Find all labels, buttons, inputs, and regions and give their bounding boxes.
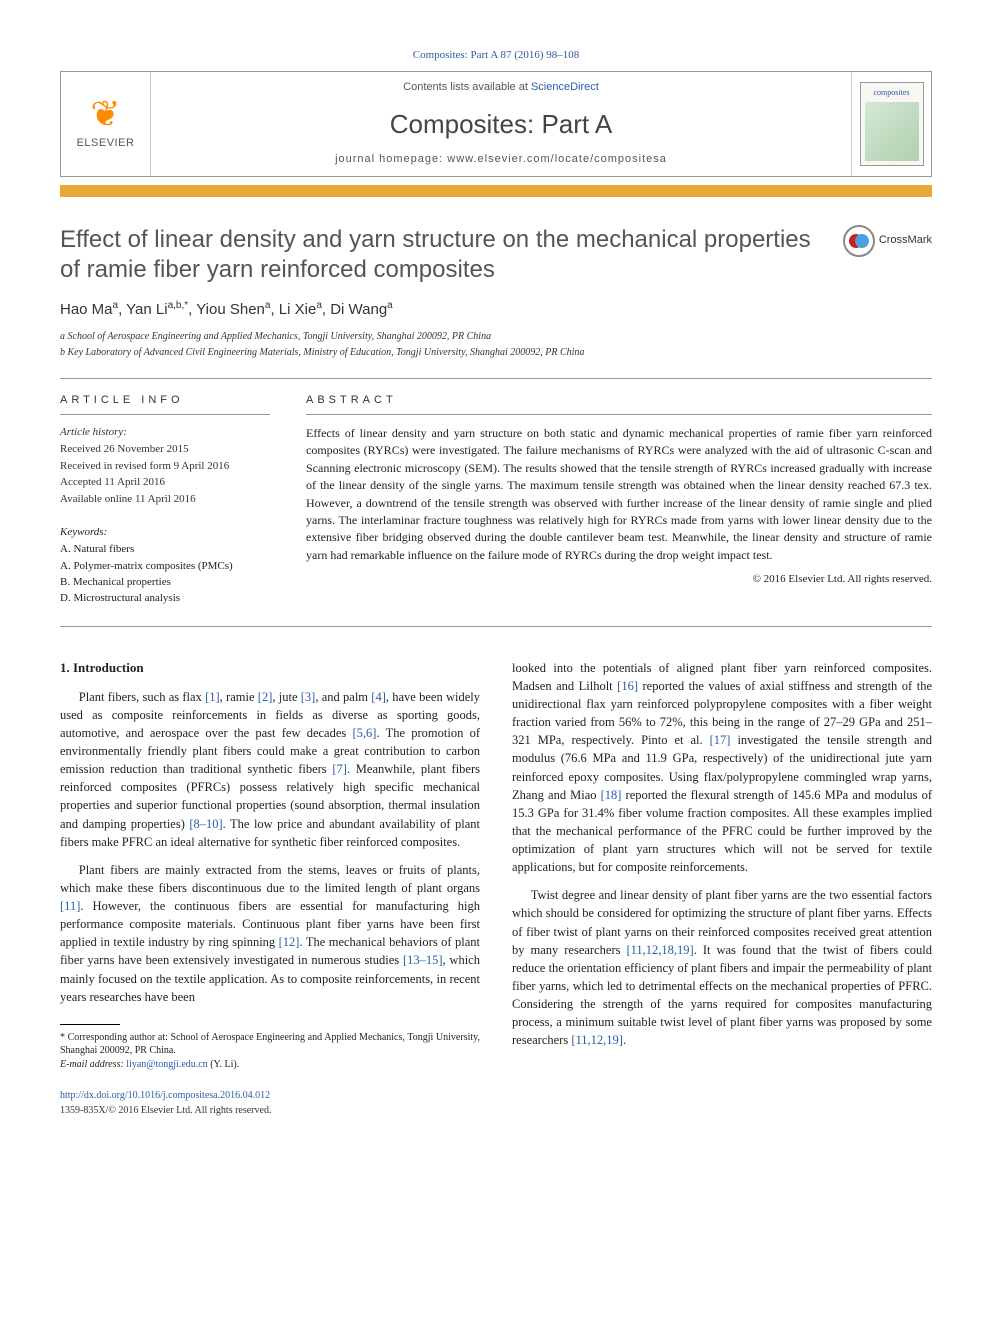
affiliations: a School of Aerospace Engineering and Ap… — [60, 330, 932, 360]
gold-divider — [60, 185, 932, 197]
ref-4[interactable]: [4] — [371, 690, 386, 704]
homepage-url[interactable]: www.elsevier.com/locate/compositesa — [447, 153, 667, 165]
ref-12[interactable]: [12] — [279, 935, 300, 949]
ref-7[interactable]: [7] — [332, 762, 347, 776]
rule — [60, 626, 932, 627]
article-history: Article history: Received 26 November 20… — [60, 425, 270, 507]
intro-p2: Plant fibers are mainly extracted from t… — [60, 861, 480, 1006]
corresponding-author-note: * Corresponding author at: School of Aer… — [60, 1031, 480, 1058]
ref-13-15[interactable]: [13–15] — [403, 953, 443, 967]
email-link[interactable]: liyan@tongji.edu.cn — [126, 1059, 207, 1070]
body-column-right: looked into the potentials of aligned pl… — [512, 659, 932, 1118]
intro-p4: Twist degree and linear density of plant… — [512, 886, 932, 1049]
ref-1[interactable]: [1] — [205, 690, 220, 704]
intro-p3: looked into the potentials of aligned pl… — [512, 659, 932, 877]
ref-5-6[interactable]: [5,6] — [353, 726, 377, 740]
ref-16[interactable]: [16] — [617, 679, 638, 693]
ref-3[interactable]: [3] — [301, 690, 316, 704]
email-note: E-mail address: liyan@tongji.edu.cn (Y. … — [60, 1058, 480, 1072]
intro-p1: Plant fibers, such as flax [1], ramie [2… — [60, 688, 480, 851]
elsevier-tree-icon: ❦ — [90, 96, 120, 132]
publisher-logo: ❦ ELSEVIER — [61, 72, 151, 175]
body-column-left: 1. Introduction Plant fibers, such as fl… — [60, 659, 480, 1118]
doi-link[interactable]: http://dx.doi.org/10.1016/j.compositesa.… — [60, 1090, 270, 1101]
journal-cover: composites — [851, 72, 931, 175]
crossmark-badge[interactable]: CrossMark — [843, 225, 932, 257]
ref-17[interactable]: [17] — [710, 733, 731, 747]
publisher-name: ELSEVIER — [77, 136, 135, 151]
contents-available: Contents lists available at ScienceDirec… — [151, 80, 851, 95]
journal-name: Composites: Part A — [151, 106, 851, 142]
ref-2[interactable]: [2] — [258, 690, 273, 704]
keywords: Keywords: A. Natural fibers A. Polymer-m… — [60, 525, 270, 607]
issn-line: 1359-835X/© 2016 Elsevier Ltd. All right… — [60, 1104, 480, 1119]
journal-homepage: journal homepage: www.elsevier.com/locat… — [151, 152, 851, 167]
journal-header: ❦ ELSEVIER Contents lists available at S… — [60, 71, 932, 176]
ref-11-12-19[interactable]: [11,12,19] — [571, 1033, 623, 1047]
section-1-heading: 1. Introduction — [60, 659, 480, 678]
footer-block: http://dx.doi.org/10.1016/j.compositesa.… — [60, 1089, 480, 1118]
copyright-line: © 2016 Elsevier Ltd. All rights reserved… — [306, 572, 932, 587]
rule — [60, 378, 932, 379]
article-title: Effect of linear density and yarn struct… — [60, 225, 831, 285]
ref-11-12-18-19[interactable]: [11,12,18,19] — [626, 943, 693, 957]
citation-link[interactable]: Composites: Part A 87 (2016) 98–108 — [413, 49, 580, 61]
affiliation-a: a School of Aerospace Engineering and Ap… — [60, 330, 932, 344]
crossmark-icon — [843, 225, 875, 257]
affiliation-b: b Key Laboratory of Advanced Civil Engin… — [60, 346, 932, 360]
ref-8-10[interactable]: [8–10] — [189, 817, 222, 831]
ref-11[interactable]: [11] — [60, 899, 80, 913]
article-info-label: ARTICLE INFO — [60, 393, 270, 415]
authors-line: Hao Maa, Yan Lia,b,*, Yiou Shena, Li Xie… — [60, 299, 932, 320]
sciencedirect-link[interactable]: ScienceDirect — [531, 81, 599, 93]
abstract-label: ABSTRACT — [306, 393, 932, 415]
abstract-text: Effects of linear density and yarn struc… — [306, 425, 932, 564]
ref-18[interactable]: [18] — [601, 788, 622, 802]
footnote-rule — [60, 1024, 120, 1025]
